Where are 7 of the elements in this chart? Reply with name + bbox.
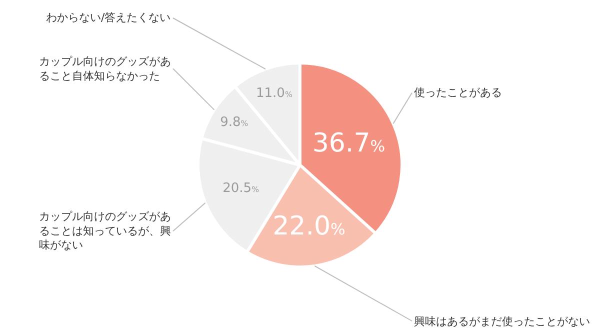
slice-label: 興味はあるがまだ使ったことがない: [414, 315, 590, 328]
data-label: 22.0%: [272, 212, 346, 242]
slice-label: わからない/答えたくない: [46, 11, 171, 24]
slice-label: カップル向けのグッズがあることは知っているが、興味がない: [39, 210, 171, 252]
slice-label: カップル向けのグッズがあること自体知らなかった: [39, 55, 171, 82]
slice-label: 使ったことがある: [414, 86, 502, 99]
data-label: 36.7%: [312, 128, 386, 158]
